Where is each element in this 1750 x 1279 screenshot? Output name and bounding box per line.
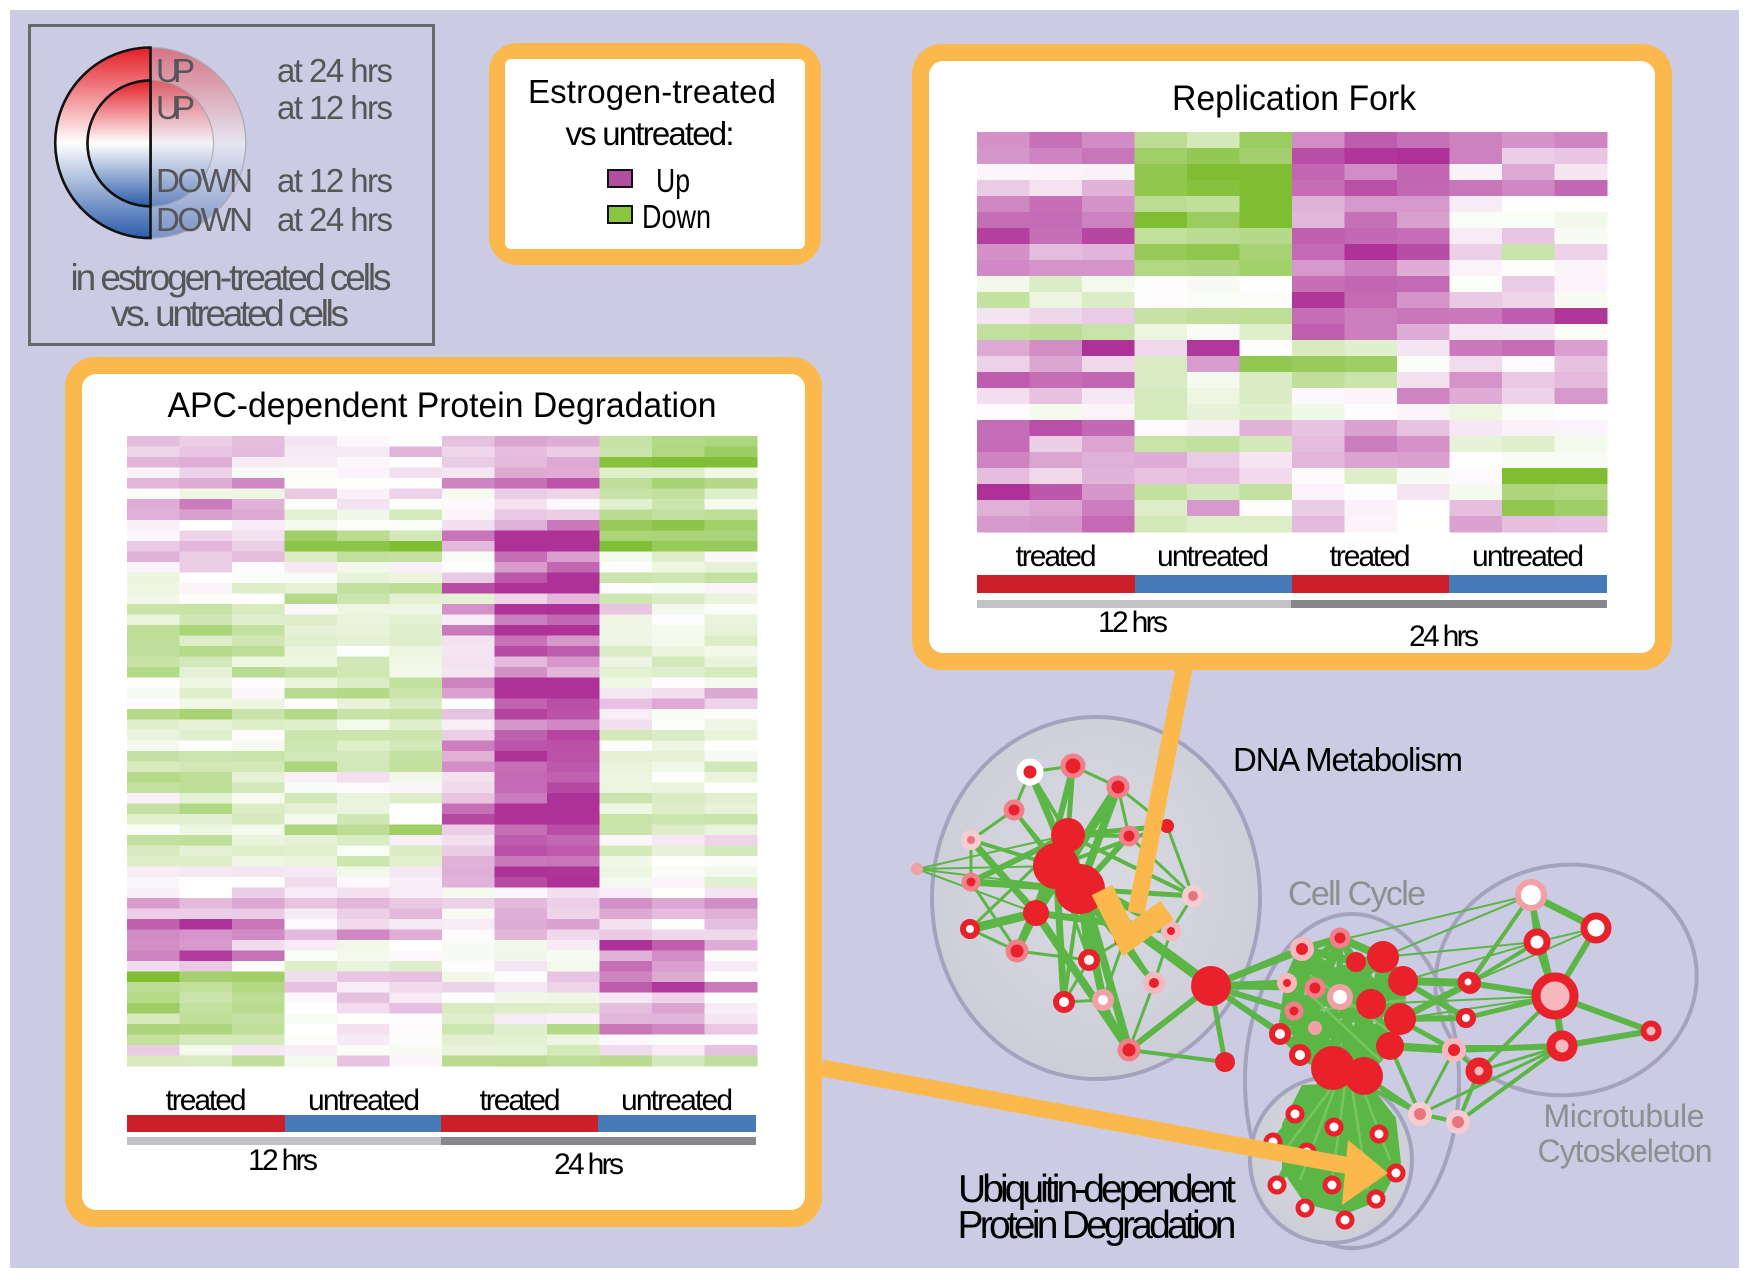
svg-text:in estrogen-treated cells: in estrogen-treated cells [71, 257, 392, 298]
svg-text:DOWN: DOWN [156, 162, 253, 199]
svg-text:12 hrs: 12 hrs [248, 1144, 318, 1177]
svg-text:UP: UP [156, 52, 195, 89]
svg-text:Cell Cycle: Cell Cycle [1288, 875, 1426, 913]
svg-text:untreated: untreated [1157, 540, 1269, 573]
svg-text:vs. untreated cells: vs. untreated cells [111, 293, 349, 334]
svg-text:Cytoskeleton: Cytoskeleton [1538, 1133, 1713, 1169]
svg-text:APC-dependent Protein Degradat: APC-dependent Protein Degradation [168, 386, 717, 425]
svg-text:treated: treated [480, 1084, 561, 1117]
svg-text:treated: treated [1016, 540, 1097, 573]
svg-text:24 hrs: 24 hrs [554, 1148, 624, 1181]
svg-text:Estrogen-treated: Estrogen-treated [528, 73, 776, 110]
svg-text:Up: Up [656, 162, 690, 199]
svg-text:untreated: untreated [308, 1084, 420, 1117]
svg-text:untreated: untreated [1472, 540, 1584, 573]
svg-text:Replication Fork: Replication Fork [1172, 79, 1416, 118]
svg-text:DNA Metabolism: DNA Metabolism [1233, 741, 1463, 778]
svg-text:12 hrs: 12 hrs [1098, 606, 1168, 639]
svg-text:at 12 hrs: at 12 hrs [277, 162, 393, 199]
svg-text:vs untreated:: vs untreated: [566, 115, 735, 152]
svg-text:Down: Down [642, 198, 711, 235]
svg-text:Protein Degradation: Protein Degradation [958, 1204, 1237, 1247]
svg-text:untreated: untreated [621, 1084, 733, 1117]
svg-text:UP: UP [156, 89, 195, 126]
svg-text:at 12 hrs: at 12 hrs [277, 89, 393, 126]
svg-text:Ubiquitin-dependent: Ubiquitin-dependent [958, 1168, 1236, 1211]
svg-text:Microtubule: Microtubule [1544, 1098, 1705, 1134]
svg-text:treated: treated [166, 1084, 247, 1117]
svg-text:treated: treated [1330, 540, 1411, 573]
svg-text:at 24 hrs: at 24 hrs [277, 201, 393, 238]
svg-text:at 24 hrs: at 24 hrs [277, 52, 393, 89]
svg-text:DOWN: DOWN [156, 201, 253, 238]
svg-text:24 hrs: 24 hrs [1409, 620, 1479, 653]
